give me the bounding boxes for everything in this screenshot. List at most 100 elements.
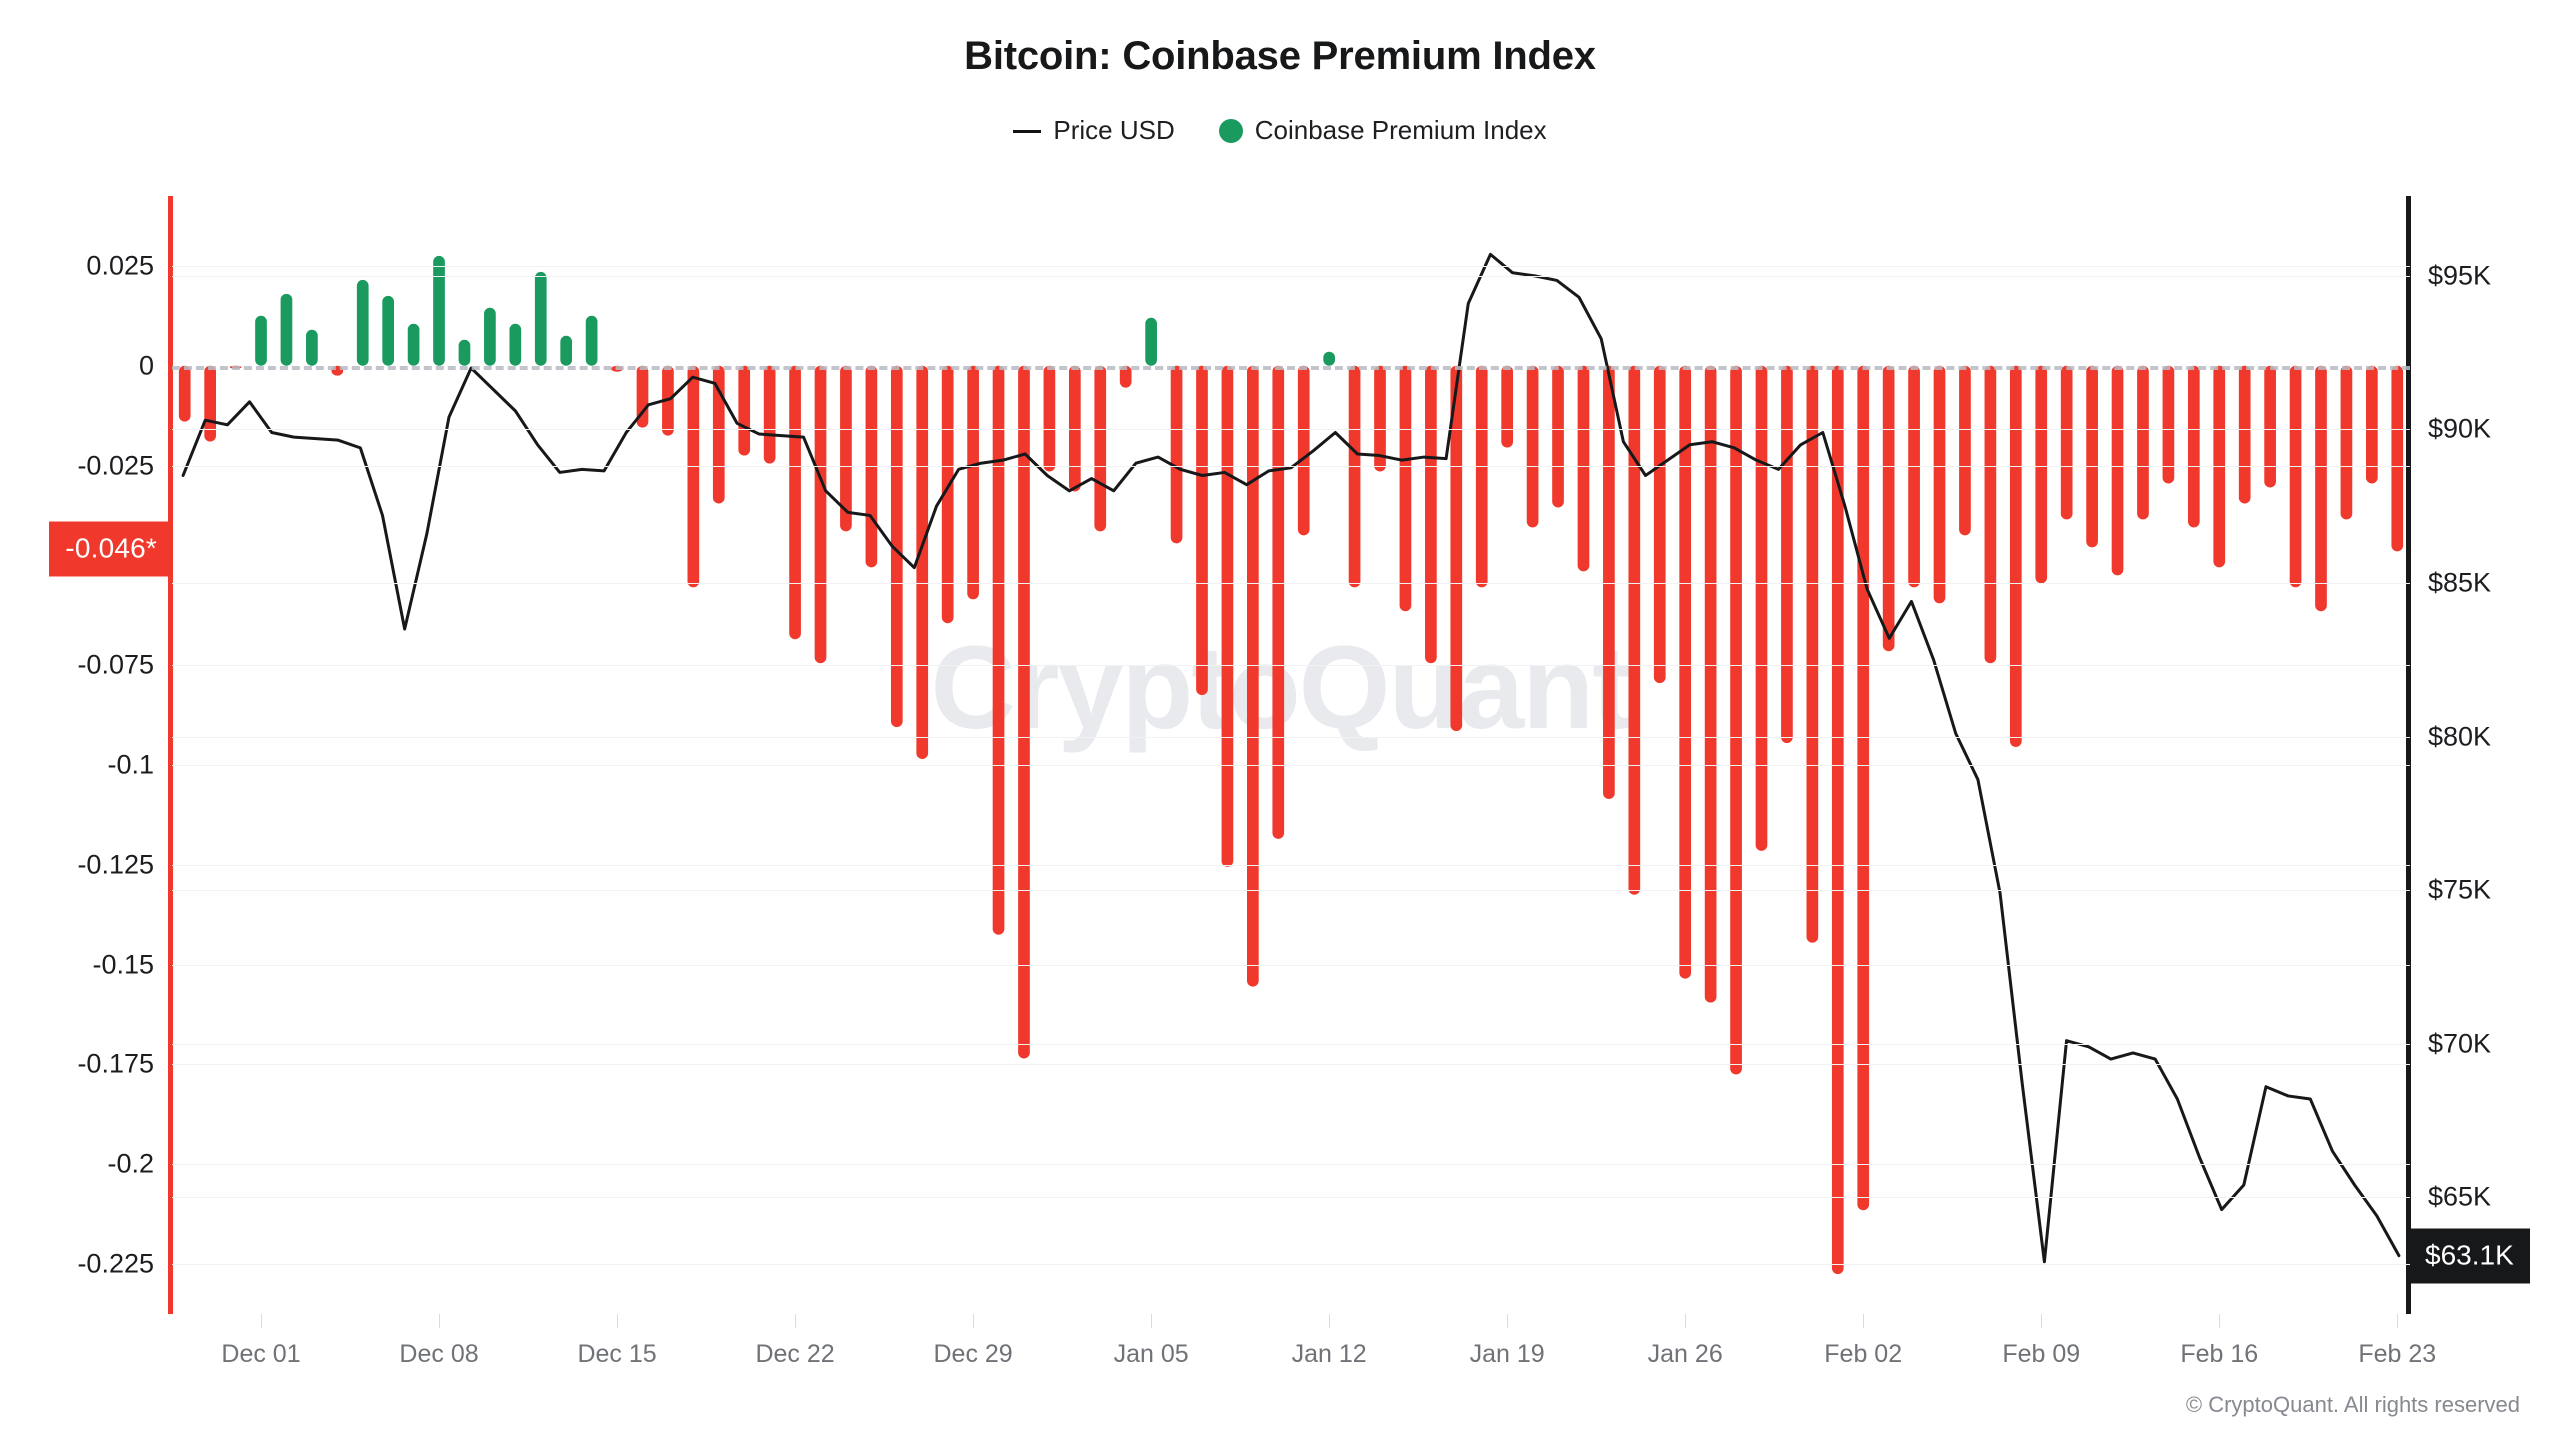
zero-line bbox=[172, 365, 2410, 370]
chart-bar bbox=[255, 315, 267, 366]
chart-legend: Price USD Coinbase Premium Index bbox=[0, 115, 2560, 146]
y-axis-right-tick-label: $95K bbox=[2428, 260, 2492, 291]
chart-bar bbox=[1348, 365, 1361, 588]
x-axis-tick-label: Jan 19 bbox=[1469, 1340, 1545, 1368]
legend-item-price-usd[interactable]: Price USD bbox=[1013, 115, 1175, 146]
chart-bar bbox=[2162, 365, 2175, 484]
gridline bbox=[172, 964, 2410, 966]
y-axis-right-tick-label: $90K bbox=[2428, 413, 2492, 444]
x-axis-tick-label: Feb 09 bbox=[2002, 1340, 2081, 1368]
x-axis-tick-label: Feb 16 bbox=[2180, 1340, 2259, 1368]
chart-bar bbox=[356, 279, 369, 366]
chart-bar bbox=[1679, 365, 1692, 979]
y-axis-left-tick-label: -0.15 bbox=[92, 949, 154, 980]
gridline bbox=[172, 736, 2410, 738]
gridline bbox=[172, 583, 2410, 584]
chart-bar bbox=[2187, 365, 2200, 528]
x-axis-tick-mark bbox=[2219, 1314, 2221, 1328]
chart-bar bbox=[1552, 365, 1564, 508]
chart-bar bbox=[509, 323, 522, 366]
chart-bar bbox=[1526, 365, 1539, 528]
y-axis-left-tick-label: -0.025 bbox=[77, 450, 154, 481]
x-axis-tick-label: Dec 15 bbox=[577, 1340, 657, 1368]
x-axis-tick-mark bbox=[1863, 1314, 1865, 1328]
chart-bar bbox=[1653, 365, 1666, 684]
x-axis-tick-label: Jan 05 bbox=[1113, 1340, 1189, 1368]
legend-label-price-usd: Price USD bbox=[1053, 115, 1175, 145]
gridline bbox=[172, 890, 2410, 892]
chart-bar bbox=[484, 307, 496, 366]
chart-bar bbox=[1908, 365, 1920, 588]
y-axis-left-line bbox=[168, 196, 173, 1314]
chart-bar bbox=[433, 255, 445, 366]
chart-bar bbox=[280, 293, 293, 366]
chart-bar bbox=[2111, 365, 2124, 576]
plot-area bbox=[172, 196, 2410, 1314]
chart-bar bbox=[2213, 365, 2226, 568]
x-axis-tick-mark bbox=[2041, 1314, 2043, 1328]
chart-bar bbox=[916, 365, 929, 759]
chart-bar bbox=[306, 329, 318, 366]
chart-bar bbox=[738, 365, 751, 456]
chart-bar bbox=[2137, 365, 2149, 520]
chart-bar bbox=[1170, 365, 1183, 544]
chart-bar bbox=[1094, 365, 1107, 532]
y-axis-right-tick-label: $75K bbox=[2428, 874, 2492, 905]
chart-bar bbox=[2035, 365, 2048, 584]
gridline bbox=[172, 665, 2410, 667]
x-axis-tick-mark bbox=[261, 1314, 262, 1328]
chart-bar bbox=[2315, 365, 2327, 612]
legend-item-coinbase-premium-index[interactable]: Coinbase Premium Index bbox=[1218, 115, 1547, 146]
x-axis-tick-mark bbox=[2397, 1314, 2399, 1328]
chart-bar bbox=[2086, 365, 2098, 548]
x-axis-tick-label: Jan 12 bbox=[1291, 1340, 1367, 1368]
chart-bar bbox=[789, 365, 801, 640]
x-axis-tick-label: Dec 22 bbox=[755, 1340, 835, 1368]
chart-bar bbox=[1425, 365, 1437, 664]
chart-bar bbox=[1475, 365, 1488, 588]
chart-bar bbox=[1297, 365, 1310, 536]
chart-bar bbox=[2238, 365, 2251, 504]
chart-bar bbox=[814, 365, 827, 664]
chart-bar bbox=[1831, 365, 1844, 1275]
status-badge-current-price: $63.1K bbox=[2411, 1228, 2530, 1284]
x-axis-tick-mark bbox=[617, 1314, 619, 1328]
chart-bar bbox=[1806, 365, 1819, 943]
gridline bbox=[172, 275, 2410, 277]
chart-bar bbox=[1501, 365, 1514, 448]
line-marker-icon bbox=[1013, 130, 1042, 133]
page-title: Bitcoin: Coinbase Premium Index bbox=[964, 34, 1596, 78]
chart-bar bbox=[1247, 365, 1259, 987]
chart-bar bbox=[2264, 365, 2276, 488]
chart-bar bbox=[1984, 365, 1997, 664]
chart-bar bbox=[2060, 365, 2073, 520]
chart-bar bbox=[1730, 365, 1742, 1075]
chart-bar bbox=[534, 271, 547, 366]
x-axis-tick-mark bbox=[1329, 1314, 1331, 1328]
x-axis-tick-mark bbox=[973, 1314, 975, 1328]
chart-bar bbox=[407, 323, 420, 366]
y-axis-left-tick-label: -0.175 bbox=[77, 1048, 154, 1079]
chart-bar bbox=[1374, 365, 1386, 472]
y-axis-left-tick-label: 0 bbox=[138, 350, 154, 381]
chart-bar bbox=[1603, 365, 1615, 799]
chart-bar bbox=[1781, 365, 1793, 744]
x-axis-tick-mark bbox=[1685, 1314, 1687, 1328]
chart-bar bbox=[890, 365, 903, 728]
chart-bar bbox=[1399, 365, 1412, 612]
gridline bbox=[172, 465, 2410, 467]
status-badge-current-index: -0.046* bbox=[49, 521, 171, 577]
dot-marker-icon bbox=[1218, 118, 1243, 143]
x-axis-tick-label: Feb 23 bbox=[2358, 1340, 2437, 1368]
copyright-notice: © CryptoQuant. All rights reserved bbox=[2185, 1392, 2520, 1417]
x-axis-tick-label: Dec 29 bbox=[933, 1340, 1013, 1368]
gridline bbox=[172, 764, 2410, 766]
y-axis-right-tick-label: $80K bbox=[2428, 721, 2492, 752]
gridline bbox=[172, 1264, 2410, 1266]
chart-bar bbox=[178, 365, 191, 422]
y-axis-left-tick-label: -0.225 bbox=[77, 1248, 154, 1279]
x-axis-tick-mark bbox=[1151, 1314, 1153, 1328]
y-axis-right-tick-label: $65K bbox=[2428, 1181, 2492, 1212]
chart-bar bbox=[585, 315, 598, 366]
y-axis-left-tick-label: -0.075 bbox=[77, 649, 154, 680]
